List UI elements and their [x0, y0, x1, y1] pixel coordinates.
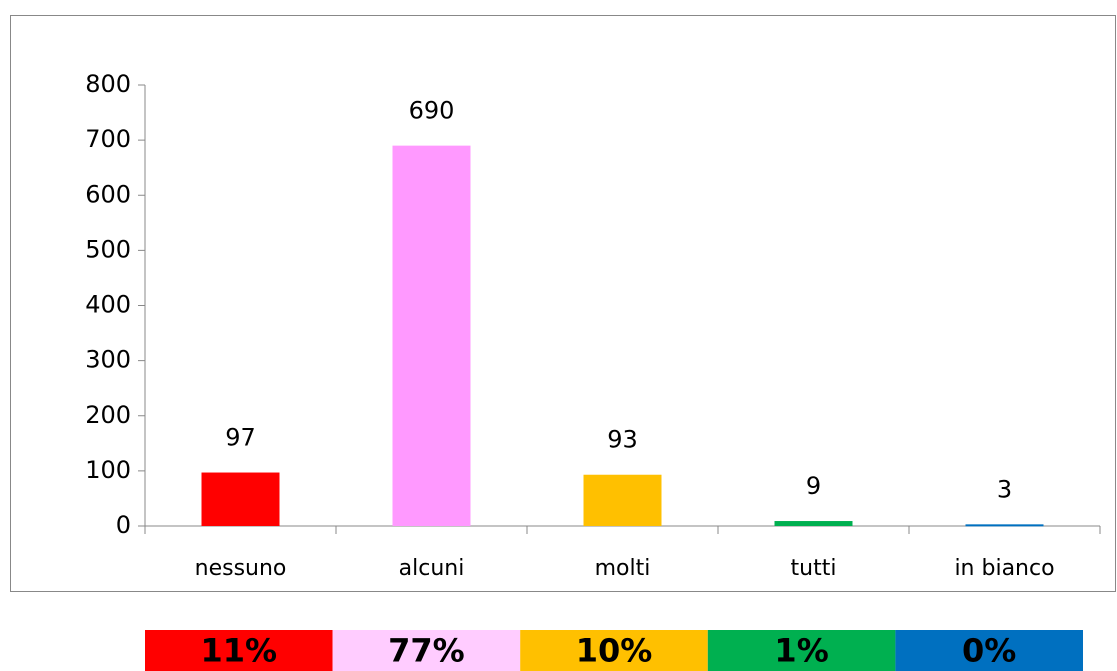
share-label: 1%: [774, 632, 828, 670]
share-cell: [520, 630, 708, 671]
data-label: 9: [806, 472, 821, 500]
y-tick-label: 0: [116, 511, 131, 539]
data-label: 3: [997, 475, 1012, 503]
bar: [965, 524, 1044, 527]
y-tick-label: 600: [85, 180, 131, 208]
y-tick-label: 800: [85, 70, 131, 98]
share-label: 77%: [388, 632, 465, 670]
y-tick-label: 400: [85, 291, 131, 319]
data-label: 690: [409, 97, 455, 125]
x-tick-label: in bianco: [954, 556, 1054, 581]
share-label: 10%: [576, 632, 653, 670]
y-tick-label: 500: [85, 235, 131, 263]
y-tick-label: 200: [85, 401, 131, 429]
x-tick-label: nessuno: [195, 556, 287, 581]
bar: [583, 474, 662, 526]
y-tick-label: 300: [85, 346, 131, 374]
share-cell: [332, 630, 521, 671]
y-tick-label: 100: [85, 456, 131, 484]
bar: [392, 145, 471, 526]
share-cell: [145, 630, 333, 671]
share-label: 11%: [201, 632, 278, 670]
data-label: 97: [225, 424, 256, 452]
share-cell: [707, 630, 896, 671]
share-label: 0%: [962, 632, 1016, 670]
bar: [774, 521, 853, 526]
chart-border: [10, 15, 1116, 592]
x-tick-label: tutti: [791, 556, 837, 581]
x-tick-label: molti: [595, 556, 651, 581]
share-cell: [895, 630, 1083, 671]
x-tick-label: alcuni: [399, 556, 465, 581]
data-label: 93: [607, 426, 638, 454]
bar: [201, 472, 280, 526]
y-tick-label: 700: [85, 125, 131, 153]
